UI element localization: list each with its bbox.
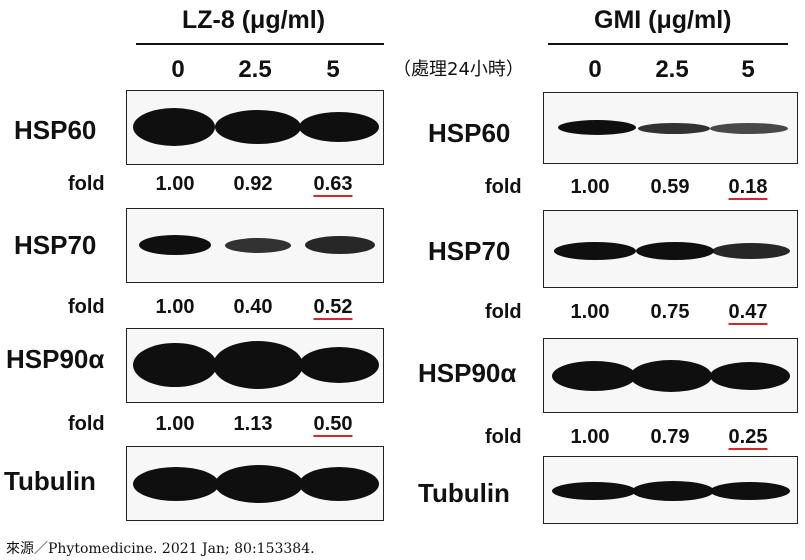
gmi-title-rule bbox=[548, 43, 788, 45]
gmi-hsp70-fold-0: 1.00 bbox=[570, 301, 610, 323]
band-lane-3 bbox=[712, 243, 790, 259]
lz8-protein-label-hsp70: HSP70 bbox=[14, 230, 97, 260]
gmi-protein-label-hsp90a: HSP90α bbox=[418, 358, 517, 388]
band-lane-3 bbox=[299, 112, 379, 142]
gmi-hsp90a-fold-2-5: 0.79 bbox=[650, 426, 690, 448]
band-lane-3 bbox=[710, 123, 788, 134]
lz8-hsp70-fold-2-5: 0.40 bbox=[233, 296, 273, 318]
band-lane-2 bbox=[213, 341, 303, 389]
band-lane-1 bbox=[552, 361, 636, 391]
gmi-concentration-2-5: 2.5 bbox=[655, 56, 689, 83]
gmi-protein-label-tubulin: Tubulin bbox=[418, 478, 510, 508]
gmi-blot-hsp90a bbox=[543, 338, 798, 413]
gmi-protein-label-hsp70: HSP70 bbox=[428, 236, 511, 266]
lz8-hsp90a-fold-5: 0.50 bbox=[313, 413, 353, 435]
lz8-blot-hsp90a bbox=[126, 328, 384, 403]
band-lane-2 bbox=[225, 238, 291, 253]
band-lane-3 bbox=[305, 236, 375, 254]
gmi-hsp90a-fold-0: 1.00 bbox=[570, 426, 610, 448]
lz8-hsp70-fold-0: 1.00 bbox=[155, 296, 195, 318]
lz8-blot-hsp70 bbox=[126, 208, 384, 283]
band-lane-1 bbox=[133, 467, 219, 501]
gmi-fold-label-hsp90a: fold bbox=[485, 426, 522, 448]
gmi-hsp60-fold-0: 1.00 bbox=[570, 176, 610, 198]
gmi-blot-hsp70 bbox=[543, 210, 798, 288]
lz8-title-rule bbox=[136, 43, 384, 45]
band-lane-2 bbox=[636, 242, 714, 260]
lz8-protein-label-tubulin: Tubulin bbox=[4, 466, 96, 496]
lz8-hsp60-fold-0: 1.00 bbox=[155, 173, 195, 195]
lz8-protein-label-hsp60: HSP60 bbox=[14, 115, 97, 145]
lz8-fold-label-hsp90a: fold bbox=[68, 413, 105, 435]
gmi-fold-label-hsp60: fold bbox=[485, 176, 522, 198]
lz8-hsp60-fold-5: 0.63 bbox=[313, 173, 353, 195]
gmi-concentration-0: 0 bbox=[588, 56, 602, 83]
band-lane-1 bbox=[554, 242, 636, 260]
band-lane-1 bbox=[552, 482, 636, 500]
lz8-concentration-2-5: 2.5 bbox=[238, 56, 272, 83]
lz8-blot-hsp60 bbox=[126, 90, 384, 165]
band-lane-2 bbox=[638, 123, 710, 134]
gmi-hsp60-fold-2-5: 0.59 bbox=[650, 176, 690, 198]
band-lane-3 bbox=[299, 347, 379, 383]
treatment-duration-note: （處理24小時） bbox=[393, 59, 524, 80]
lz8-hsp60-fold-2-5: 0.92 bbox=[233, 173, 273, 195]
gmi-treatment-title: GMI (μg/ml) bbox=[594, 6, 732, 34]
lz8-protein-label-hsp90a: HSP90α bbox=[6, 344, 105, 374]
lz8-fold-label-hsp60: fold bbox=[68, 173, 105, 195]
lz8-hsp90a-fold-2-5: 1.13 bbox=[233, 413, 273, 435]
band-lane-1 bbox=[133, 108, 215, 146]
lz8-concentration-0: 0 bbox=[171, 56, 185, 83]
band-lane-2 bbox=[630, 360, 712, 392]
gmi-hsp70-fold-5: 0.47 bbox=[728, 301, 768, 323]
band-lane-2 bbox=[215, 465, 303, 503]
lz8-hsp90a-fold-0: 1.00 bbox=[155, 413, 195, 435]
gmi-hsp70-fold-2-5: 0.75 bbox=[650, 301, 690, 323]
gmi-blot-tubulin bbox=[543, 456, 798, 524]
band-lane-1 bbox=[133, 343, 217, 387]
band-lane-2 bbox=[215, 110, 301, 144]
gmi-fold-label-hsp70: fold bbox=[485, 301, 522, 323]
band-lane-3 bbox=[710, 362, 790, 390]
gmi-protein-label-hsp60: HSP60 bbox=[428, 118, 511, 148]
gmi-hsp90a-fold-5: 0.25 bbox=[728, 426, 768, 448]
gmi-hsp60-fold-5: 0.18 bbox=[728, 176, 768, 198]
band-lane-2 bbox=[632, 481, 714, 501]
lz8-hsp70-fold-5: 0.52 bbox=[313, 296, 353, 318]
lz8-concentration-5: 5 bbox=[326, 56, 340, 83]
band-lane-3 bbox=[710, 482, 790, 500]
lz8-blot-tubulin bbox=[126, 446, 384, 521]
lz8-fold-label-hsp70: fold bbox=[68, 296, 105, 318]
band-lane-1 bbox=[139, 235, 211, 255]
gmi-blot-hsp60 bbox=[543, 92, 798, 164]
band-lane-3 bbox=[299, 467, 379, 501]
gmi-concentration-5: 5 bbox=[741, 56, 755, 83]
source-citation: 來源／Phytomedicine. 2021 Jan; 80:153384. bbox=[6, 541, 315, 557]
lz8-treatment-title: LZ-8 (μg/ml) bbox=[182, 6, 326, 34]
band-lane-1 bbox=[558, 120, 636, 135]
